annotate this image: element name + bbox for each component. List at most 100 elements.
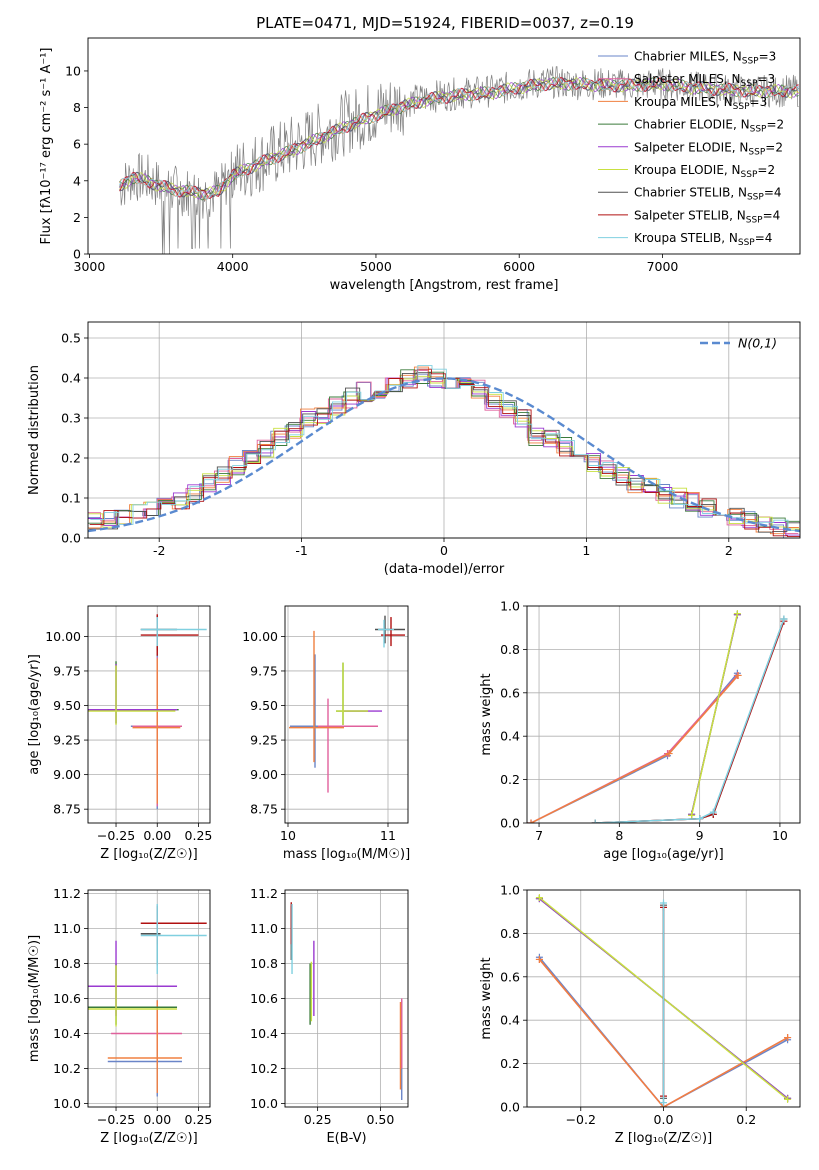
x-axis-label: wavelength [Angstrom, rest frame] <box>330 278 559 293</box>
axes-frame <box>284 605 409 824</box>
x-axis-label: E(B-V) <box>326 1131 366 1146</box>
x-tick-label: -2 <box>153 543 165 558</box>
errorbar-point <box>140 904 207 974</box>
mass-EBV-plot-area <box>290 902 403 1100</box>
y-tick-label: 2 <box>73 210 81 225</box>
x-tick-label: 0.0 <box>654 1112 674 1127</box>
chart-massweight-age: 7 8 9 10 0.0 0.2 0.4 0.6 0.8 1.0 age [log₁₀(age/yr… <box>479 599 801 862</box>
y-tick-label: 0.4 <box>500 729 520 744</box>
y-tick-label: 10.0 <box>53 1096 81 1111</box>
weight-marker <box>784 1095 792 1103</box>
y-tick-label: 1.0 <box>500 599 520 614</box>
age-mass-plot-area <box>289 615 405 793</box>
errorbar-point <box>140 905 207 945</box>
x-tick-label: 3000 <box>74 259 106 274</box>
y-tick-label: 1.0 <box>500 883 520 898</box>
chart-age-Z: −0.25 0.00 0.25 8.75 9.00 9.25 9.50 9.75 10.00 Z … <box>27 605 212 862</box>
y-tick-label: 0.4 <box>500 1013 520 1028</box>
weight-line <box>595 618 785 823</box>
errorbar-point <box>88 665 176 725</box>
axes-frame <box>87 889 211 1108</box>
legend-label: Kroupa STELIB, NSSP=4 <box>634 231 772 248</box>
x-tick-label: −0.2 <box>566 1112 596 1127</box>
y-tick-label: 0.8 <box>500 642 520 657</box>
model-line <box>119 77 799 199</box>
x-tick-label: 10 <box>772 828 788 843</box>
errorbar-point <box>88 963 178 1025</box>
legend-label: N(0,1) <box>738 336 777 351</box>
x-tick-label: 11 <box>380 828 396 843</box>
y-tick-label: 9.25 <box>250 733 278 748</box>
chart-spectrum: 3000 4000 5000 6000 7000 0 2 4 6 8 10 wavelength [A… <box>39 37 801 293</box>
mass-Z-plot-area <box>88 904 207 1097</box>
x-tick-label: 7 <box>535 828 543 843</box>
model-line <box>119 76 799 201</box>
x-tick-label: 0.2 <box>736 1112 756 1127</box>
y-tick-label: 8.75 <box>250 802 278 817</box>
y-tick-label: 10.00 <box>45 629 81 644</box>
weight-line <box>538 956 788 1107</box>
weight-marker <box>733 610 741 618</box>
axes-frame <box>87 37 801 255</box>
errorbar-point <box>140 617 207 647</box>
spectrum-plot-area <box>119 66 799 254</box>
massweight-Z-plot-area <box>535 894 792 1107</box>
axes-frame <box>87 605 211 824</box>
y-tick-label: 11.0 <box>250 921 278 936</box>
legend-label: Salpeter ELODIE, NSSP=2 <box>634 140 783 157</box>
x-tick-label: 8 <box>615 828 623 843</box>
y-tick-label: 0.4 <box>61 371 81 386</box>
x-tick-label: 2 <box>725 543 733 558</box>
weight-marker <box>784 1034 792 1042</box>
x-tick-label: 1 <box>582 543 590 558</box>
chart-mass-Z: −0.25 0.00 0.25 10.0 10.2 10.4 10.6 10.8 11.0 11.… <box>27 886 212 1146</box>
y-tick-label: 6 <box>73 137 81 152</box>
weight-marker <box>734 671 742 679</box>
errorbar-point <box>130 654 182 810</box>
axes-frame <box>526 889 801 1108</box>
x-tick-label: 0.00 <box>143 1112 171 1127</box>
y-tick-label: 10.4 <box>250 1026 278 1041</box>
chart-massweight-Z: −0.2 0.0 0.2 0.0 0.2 0.4 0.6 0.8 1.0 Z [log₁₀(Z/Z… <box>479 883 801 1146</box>
errorbar-point <box>289 630 344 763</box>
x-tick-label: −0.25 <box>97 828 135 843</box>
y-axis-label: age [log₁₀(age/yr)] <box>27 654 42 775</box>
x-tick-label: 0 <box>440 543 448 558</box>
x-tick-label: 10 <box>280 828 296 843</box>
weight-marker <box>527 819 535 823</box>
legend-label: Kroupa ELODIE, NSSP=2 <box>634 163 775 180</box>
axes-frame <box>87 321 801 539</box>
legend: Chabrier MILES, NSSP=3 Salpeter MILES, NS… <box>598 50 784 248</box>
y-tick-label: 10.2 <box>250 1061 278 1076</box>
y-tick-label: 4 <box>73 173 81 188</box>
y-tick-label: 9.00 <box>53 767 81 782</box>
errorbar-point <box>378 619 394 648</box>
x-tick-label: 4000 <box>217 259 249 274</box>
x-tick-label: 0.25 <box>185 1112 213 1127</box>
y-tick-label: 10.6 <box>53 991 81 1006</box>
y-tick-label: 8.75 <box>53 802 81 817</box>
y-tick-label: 0 <box>73 247 81 262</box>
y-tick-label: 0.6 <box>500 969 520 984</box>
x-tick-label: −0.25 <box>97 1112 135 1127</box>
weight-marker <box>688 811 696 819</box>
x-tick-label: 0.25 <box>304 1112 332 1127</box>
histogram-step <box>88 373 784 538</box>
y-axis-label: mass weight <box>479 957 494 1039</box>
y-tick-label: 10.8 <box>250 956 278 971</box>
legend-label: Salpeter MILES, NSSP=3 <box>634 72 775 89</box>
y-tick-label: 0.0 <box>500 816 520 831</box>
chart-age-mass: 10 11 8.75 9.00 9.25 9.50 9.75 10.00 mass [log₁₀… <box>242 605 410 862</box>
errorbar-point <box>140 615 178 651</box>
weight-marker <box>780 615 788 623</box>
x-tick-label: 5000 <box>360 259 392 274</box>
massweight-age-plot-area <box>527 610 788 823</box>
y-tick-label: 10 <box>65 63 81 78</box>
chart-residuals: -2 -1 0 1 2 0.0 0.1 0.2 0.3 0.4 0.5 (data-model)/er… <box>27 321 801 577</box>
x-axis-label: (data-model)/error <box>384 562 505 577</box>
y-tick-label: 8 <box>73 100 81 115</box>
normal-curve-line <box>88 377 800 533</box>
y-tick-label: 0.2 <box>61 451 81 466</box>
x-tick-label: 0.50 <box>366 1112 394 1127</box>
y-tick-label: 0.0 <box>500 1100 520 1115</box>
